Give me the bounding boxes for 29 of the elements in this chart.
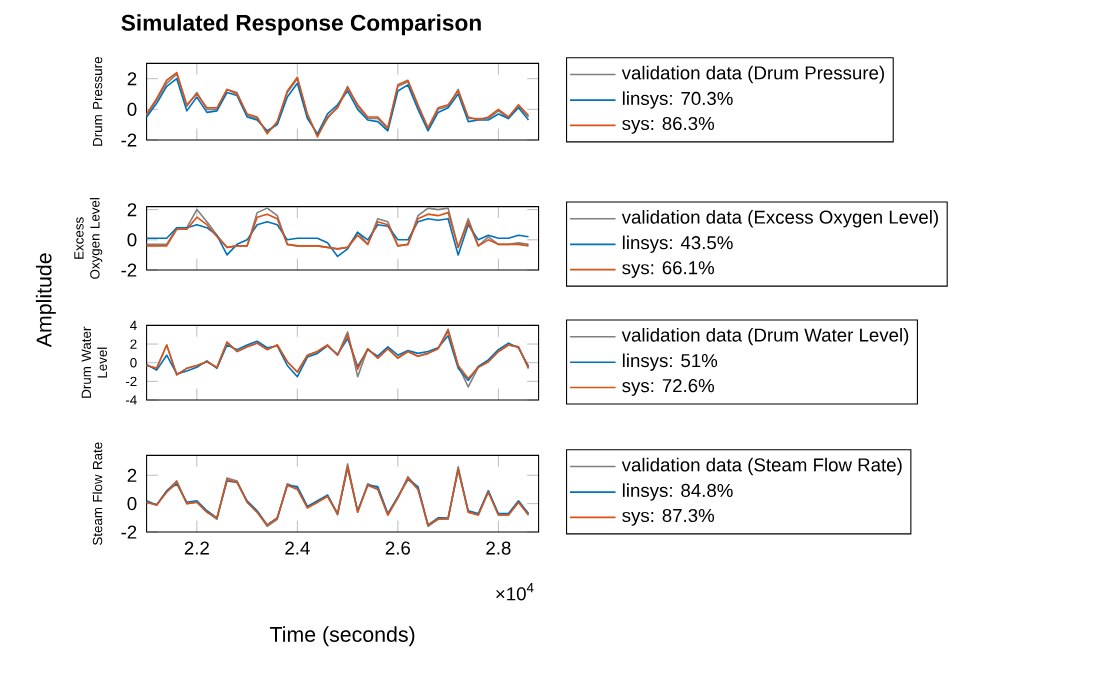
y-tick-label: 0 (127, 102, 137, 116)
legend-label: validation data (Drum Pressure) (621, 65, 884, 84)
x-axis-title: Time (seconds) (269, 626, 415, 647)
y-tick-label: -2 (121, 133, 137, 147)
y-tick-label: 2 (127, 72, 137, 86)
legend-label: linsys: 51% (622, 353, 718, 371)
x-tick-label: 2.8 (486, 541, 511, 555)
y-tick-label: 2 (127, 468, 137, 482)
text: Amplitude (35, 253, 56, 348)
legend-label: linsys: 84.8% (622, 483, 733, 501)
legend-label: validation data (Excess Oxygen Level) (621, 210, 938, 228)
x-tick-label: 2.6 (385, 541, 410, 555)
legend-label: validation data (Steam Flow Rate) (621, 457, 902, 476)
x-tick-label: 2.2 (184, 541, 209, 555)
y-tick-label: 0 (127, 233, 137, 247)
y-tick-label: -2 (121, 263, 137, 277)
y-tick-label: -2 (121, 525, 137, 539)
y-tick-label: 2 (127, 203, 137, 217)
legend-label: sys: 66.1% (622, 261, 715, 279)
legend-label: sys: 86.3% (622, 116, 715, 134)
y-tick-label: 0 (127, 497, 137, 511)
legend-label: linsys: 70.3% (622, 91, 733, 109)
legend-label: validation data (Drum Water Level) (621, 327, 909, 346)
legend-label: linsys: 43.5% (622, 235, 733, 253)
legend-label: sys: 87.3% (622, 508, 715, 526)
x-tick-label: 2.4 (285, 541, 310, 555)
chart-title: Simulated Response Comparison (121, 14, 481, 36)
legend-label: sys: 72.6% (622, 379, 715, 396)
text: ×10$^{4}$ (496, 583, 534, 601)
